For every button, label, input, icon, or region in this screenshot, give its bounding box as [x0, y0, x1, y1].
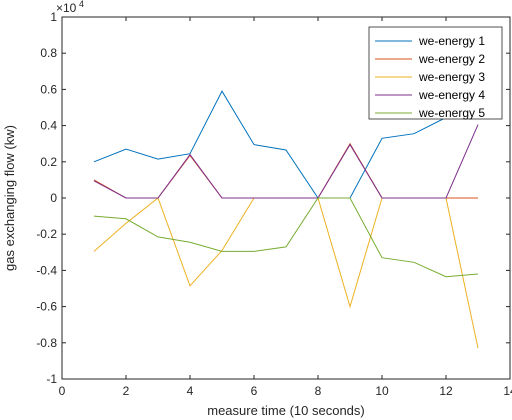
legend-label-1: we-energy 1 — [418, 34, 485, 48]
x-tick-label: 4 — [187, 384, 194, 398]
x-tick-label: 8 — [315, 384, 322, 398]
legend: we-energy 1 we-energy 2 we-energy 3 we-ener… — [368, 26, 503, 120]
series-line-4 — [93, 124, 479, 199]
y-tick-label: -0.2 — [36, 227, 57, 241]
legend-label-2: we-energy 2 — [418, 52, 485, 66]
y-tick-label: 0.2 — [40, 155, 57, 169]
legend-label-5: we-energy 5 — [418, 106, 485, 120]
y-tick-label: -0.4 — [36, 263, 57, 277]
x-tick-label: 6 — [251, 384, 258, 398]
legend-label-4: we-energy 4 — [418, 88, 485, 102]
x-tick-label: 0 — [59, 384, 66, 398]
x-tick-label: 10 — [375, 384, 389, 398]
tick-labels-layer: 0 2 4 6 8 10 12 14 -1 -0.8 -0.6 -0.4 -0.2 0 0.2 0.4 0.6 0… — [36, 10, 512, 398]
series-layer — [93, 90, 479, 349]
x-tick-label: 14 — [503, 384, 512, 398]
series-line-1 — [93, 90, 479, 199]
ticks-layer — [61, 16, 511, 380]
y-tick-label: 0.8 — [40, 46, 57, 60]
y-tick-label: 0 — [50, 191, 57, 205]
legend-box — [368, 26, 503, 120]
x-tick-label: 2 — [123, 384, 130, 398]
y-tick-label: -1 — [46, 372, 57, 386]
y-tick-label: -0.6 — [36, 300, 57, 314]
y-tick-label: 0.4 — [40, 119, 57, 133]
x-tick-label: 12 — [439, 384, 453, 398]
legend-items: we-energy 1 we-energy 2 we-energy 3 we-ener… — [375, 34, 485, 120]
legend-label-3: we-energy 3 — [418, 70, 485, 84]
y-tick-label: 0.6 — [40, 82, 57, 96]
y-exponent-base: ×10 — [56, 1, 77, 15]
series-line-5 — [93, 197, 479, 278]
y-exponent-power: 4 — [79, 0, 84, 9]
y-tick-label: -0.8 — [36, 336, 57, 350]
x-axis-title: measure time (10 seconds) — [207, 403, 365, 418]
y-axis-title: gas exchanging flow (kw) — [2, 125, 17, 271]
y-tick-label: 1 — [50, 10, 57, 24]
